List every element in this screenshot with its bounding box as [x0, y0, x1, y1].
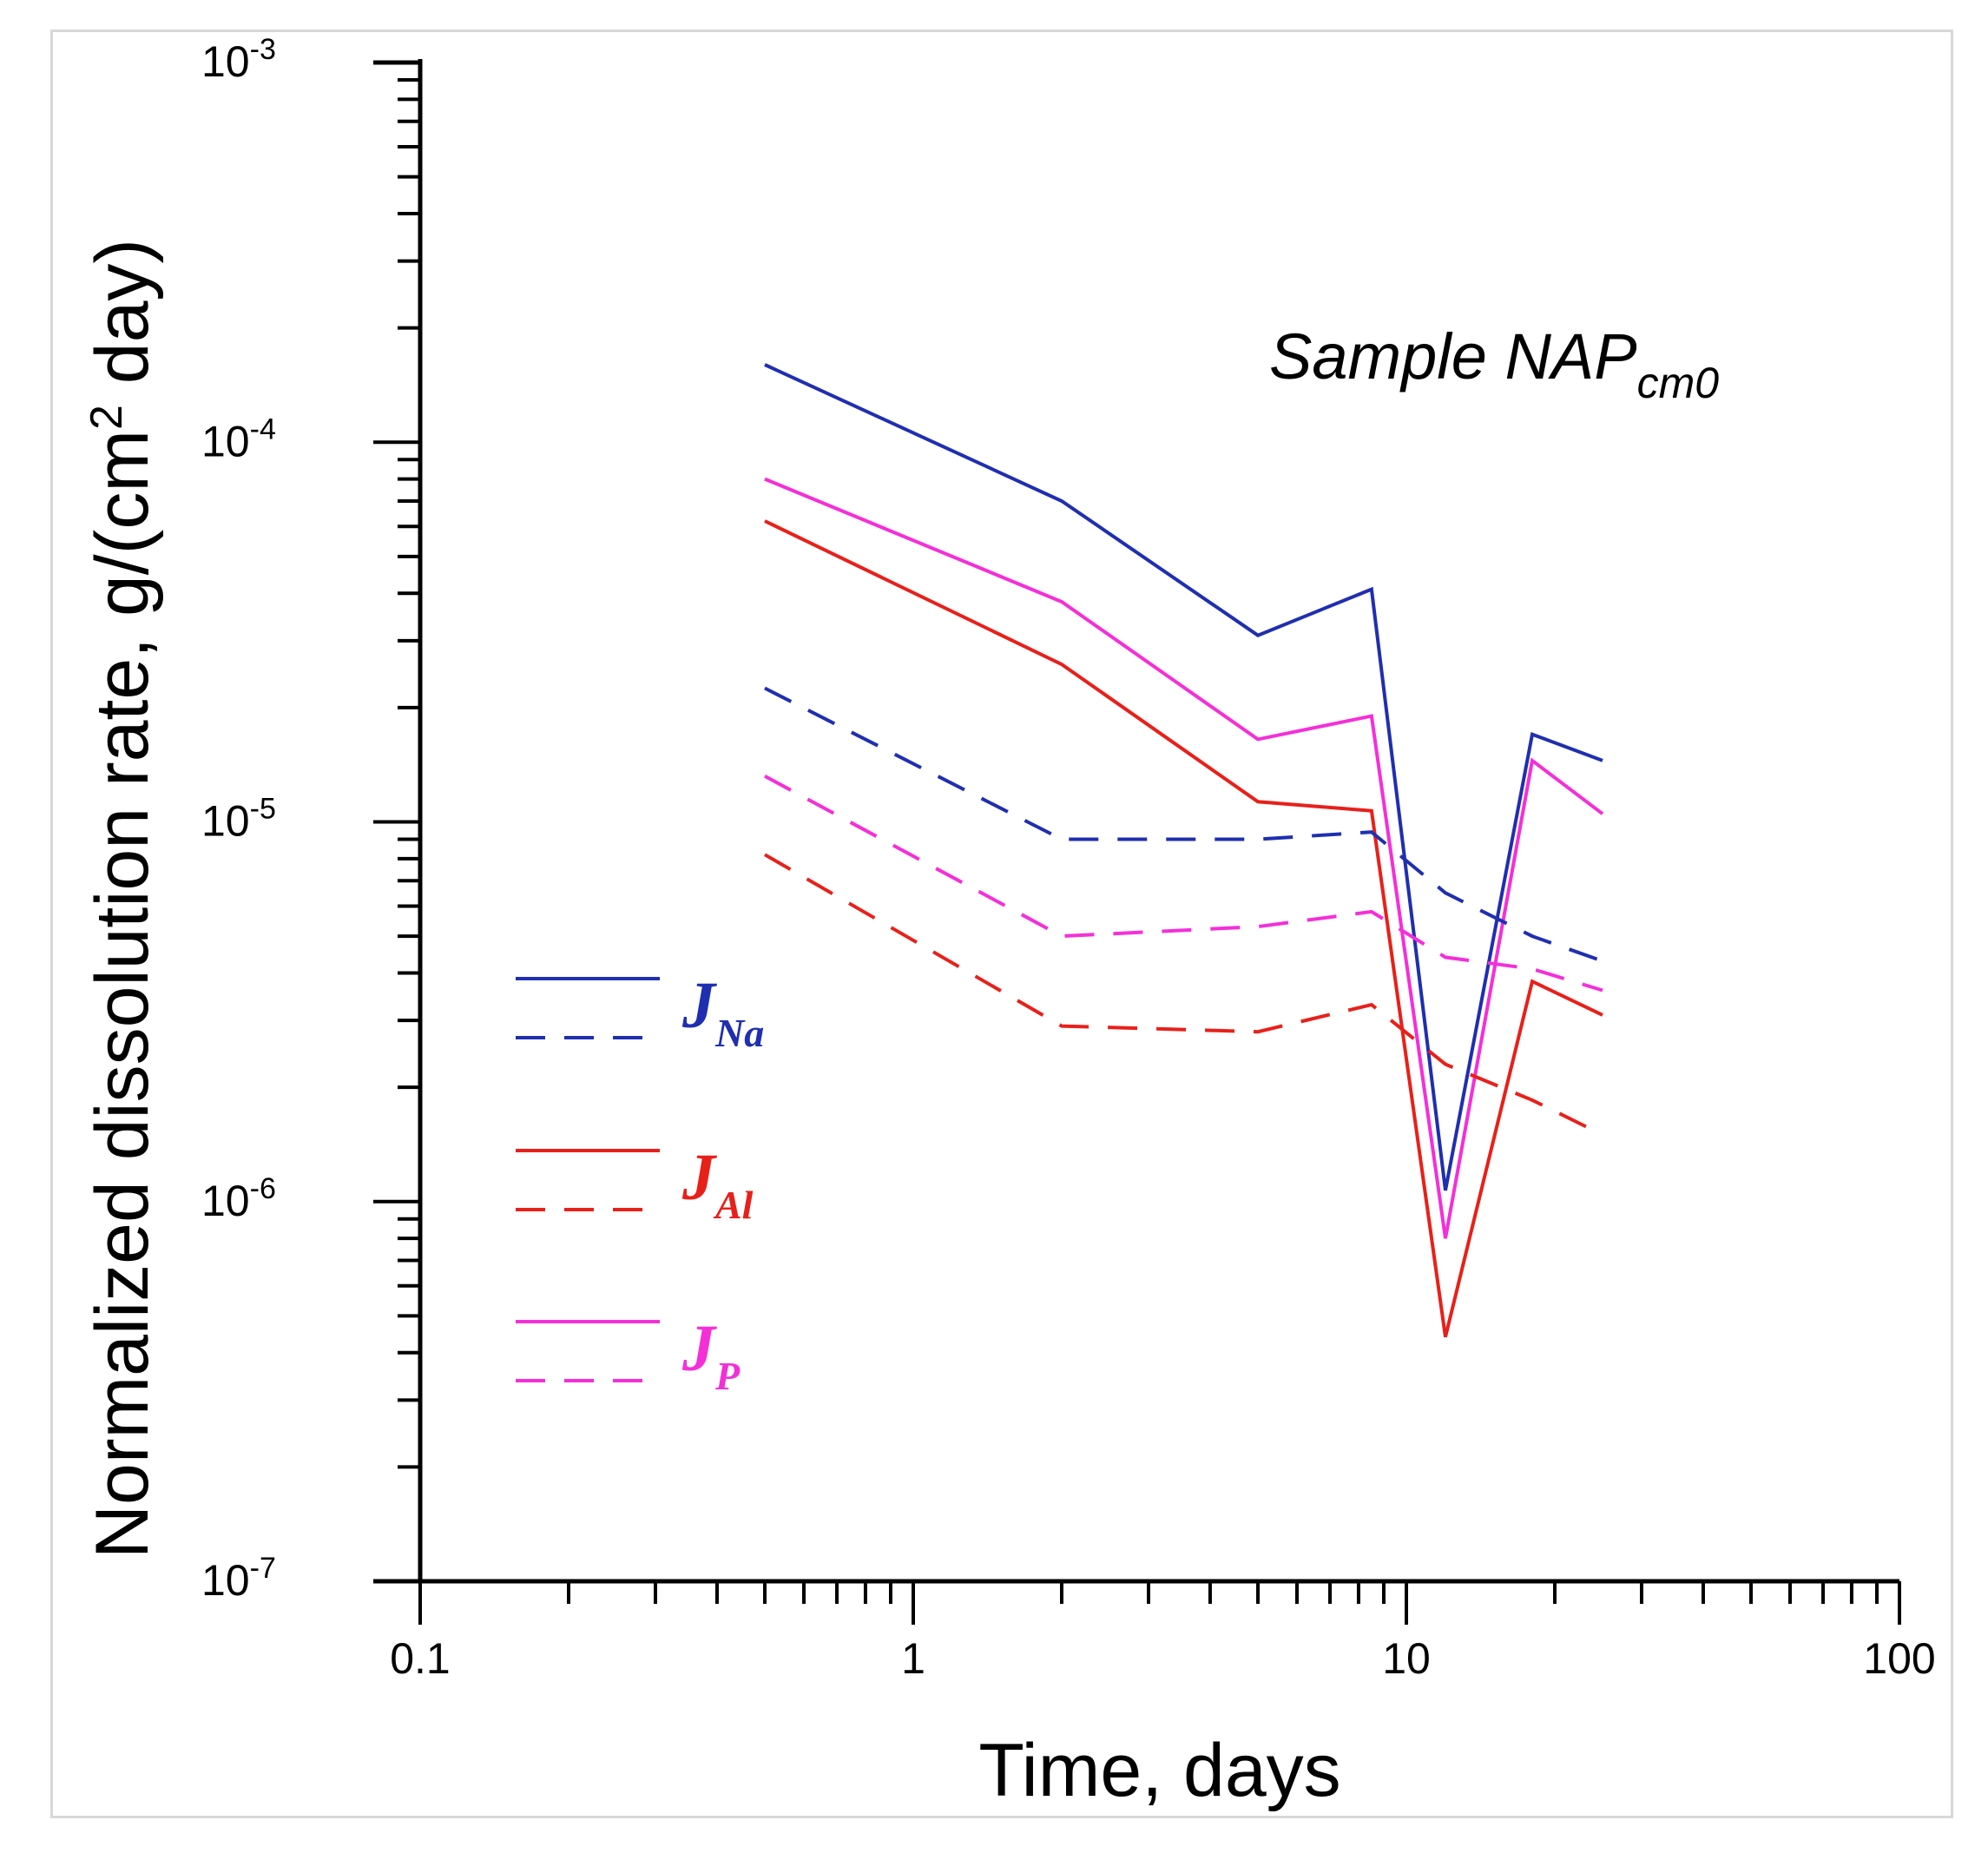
- series-line-j-p-dashed: [764, 775, 1603, 993]
- series-line-j-p-solid: [764, 477, 1604, 1239]
- series-line-j-na-solid: [764, 363, 1603, 1191]
- sample-annotation: Sample NAPcm0: [1269, 320, 1719, 407]
- legend-label: JAl: [681, 1141, 754, 1227]
- x-tick-label: 100: [1863, 1634, 1935, 1683]
- y-tick-label: 10-4: [201, 412, 276, 465]
- x-tick-label: 1: [901, 1634, 925, 1683]
- legend-label: JNa: [681, 969, 764, 1055]
- x-axis-title: Time, days: [978, 1729, 1340, 1812]
- y-tick-label: 10-6: [201, 1172, 276, 1225]
- y-tick-label: 10-5: [201, 793, 276, 846]
- series-line-j-al-solid: [764, 519, 1603, 1338]
- y-tick-label: 10-7: [201, 1552, 276, 1605]
- legend-label: JP: [681, 1312, 741, 1398]
- y-tick-label: 10-3: [201, 33, 276, 86]
- y-axis-title: Normalized dissolution rate, g/(cm2 day): [81, 239, 164, 1559]
- series-layer: [764, 363, 1604, 1338]
- figure-frame: [50, 30, 1953, 1818]
- x-tick-label: 10: [1382, 1634, 1431, 1683]
- axes: 0.1 1 10 100 10-7 10-6 10-5 10-4 10-3: [201, 33, 1936, 1683]
- series-line-j-na-dashed: [764, 686, 1603, 963]
- legend: JNa JAl JP: [516, 969, 764, 1398]
- x-tick-label: 0.1: [390, 1634, 451, 1683]
- series-line-j-al-dashed: [764, 853, 1603, 1137]
